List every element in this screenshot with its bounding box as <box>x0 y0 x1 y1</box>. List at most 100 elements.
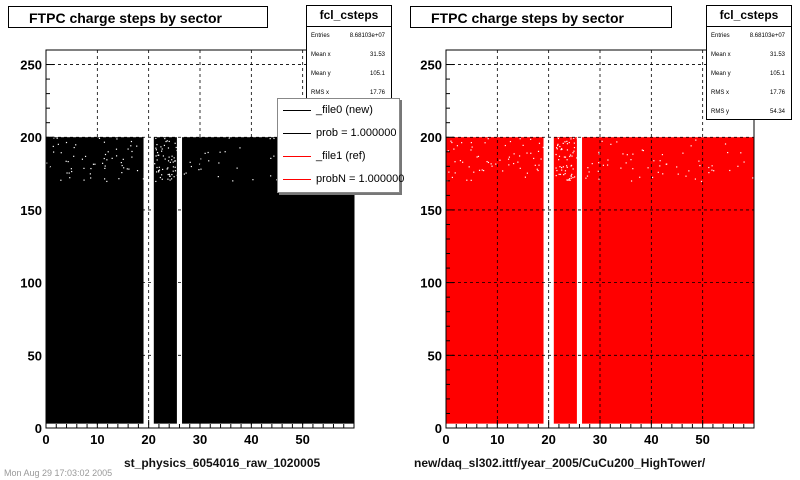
data-speckle <box>136 169 139 172</box>
data-speckle <box>557 143 559 145</box>
x-tick-label: 50 <box>295 432 309 447</box>
stats-row-mean-y: Mean y 105.1 <box>711 71 785 77</box>
data-speckle <box>662 173 664 175</box>
legend-entry: prob = 1.000000 <box>278 122 408 145</box>
data-speckle <box>601 140 603 142</box>
data-speckle <box>571 173 573 176</box>
data-speckle <box>160 146 162 148</box>
data-speckle <box>538 164 540 166</box>
data-speckle <box>162 155 164 157</box>
x-tick-label: 10 <box>490 432 504 447</box>
data-speckle <box>53 137 55 139</box>
data-speckle <box>695 139 697 141</box>
data-speckle <box>106 180 108 183</box>
data-speckle <box>616 141 618 143</box>
data-speckle <box>466 179 468 181</box>
data-speckle <box>65 141 68 144</box>
data-speckle <box>461 142 463 144</box>
data-speckle <box>104 178 106 180</box>
x-axis-caption: st_physics_6054016_raw_1020005 <box>124 456 321 470</box>
legend-entry: probN = 1.000000 <box>278 168 408 191</box>
data-speckle <box>561 166 563 169</box>
data-speckle <box>89 173 91 175</box>
data-speckle <box>530 138 532 140</box>
y-tick-label: 150 <box>420 203 442 218</box>
data-speckle <box>167 178 169 180</box>
data-speckle <box>126 168 128 170</box>
data-speckle <box>165 140 167 143</box>
data-speckle <box>115 155 118 157</box>
data-speckle <box>567 179 569 181</box>
data-speckle <box>502 170 504 172</box>
data-speckle <box>56 137 58 139</box>
data-speckle <box>564 172 566 175</box>
data-speckle <box>713 170 715 172</box>
data-speckle <box>92 163 95 165</box>
data-speckle <box>564 156 567 158</box>
data-speckle <box>569 154 572 156</box>
data-speckle <box>103 157 105 160</box>
x-tick-label: 30 <box>593 432 607 447</box>
data-speckle <box>602 164 605 166</box>
data-speckle <box>632 168 634 170</box>
data-speckle <box>568 178 571 180</box>
data-speckle <box>90 177 92 179</box>
data-speckle <box>273 137 275 140</box>
y-tick-label: 100 <box>20 276 42 291</box>
data-speckle <box>83 167 85 169</box>
x-tick-label: 20 <box>541 432 555 447</box>
data-speckle <box>158 171 160 173</box>
data-speckle <box>591 163 593 165</box>
data-speckle <box>49 166 51 168</box>
data-speckle <box>156 151 159 154</box>
data-speckle <box>740 152 742 154</box>
data-speckle <box>598 153 600 155</box>
data-speckle <box>161 174 163 176</box>
data-speckle <box>103 141 106 143</box>
data-speckle <box>542 146 544 149</box>
data-speckle <box>752 177 754 179</box>
stats-row-rms-x: RMS x 17.76 <box>311 90 385 96</box>
histogram-title: FTPC charge steps by sector <box>8 6 268 28</box>
data-speckle <box>661 154 664 156</box>
data-speckle <box>566 165 568 167</box>
data-speckle <box>155 149 158 151</box>
data-speckle <box>131 150 133 153</box>
data-speckle <box>121 172 123 174</box>
data-speckle <box>563 156 565 158</box>
data-speckle <box>270 175 272 177</box>
data-speckle <box>207 151 209 154</box>
y-tick-label: 0 <box>435 421 442 436</box>
data-band <box>46 137 144 424</box>
data-speckle <box>156 166 158 169</box>
x-tick-label: 0 <box>42 432 49 447</box>
y-tick-label: 250 <box>420 58 442 73</box>
data-speckle <box>470 179 472 181</box>
data-speckle <box>519 138 521 140</box>
data-speckle <box>559 145 561 148</box>
data-speckle <box>174 142 176 144</box>
data-speckle <box>561 169 563 171</box>
x-tick-label: 20 <box>141 432 155 447</box>
data-speckle <box>453 148 455 150</box>
data-speckle <box>57 143 59 145</box>
data-speckle <box>518 155 521 157</box>
data-speckle <box>481 169 483 171</box>
data-speckle <box>459 159 462 162</box>
data-speckle <box>198 163 201 165</box>
data-speckle <box>127 148 129 150</box>
stats-row-mean-x: Mean x 31.53 <box>711 52 785 58</box>
x-tick-label: 10 <box>90 432 104 447</box>
data-speckle <box>560 148 562 151</box>
data-speckle <box>588 171 590 173</box>
data-speckle <box>537 169 539 172</box>
data-speckle <box>571 155 573 157</box>
x-tick-label: 40 <box>644 432 658 447</box>
data-speckle <box>610 143 612 145</box>
data-speckle <box>174 166 176 168</box>
data-speckle <box>598 162 600 164</box>
data-speckle <box>273 155 275 157</box>
data-speckle <box>470 142 472 144</box>
data-speckle <box>65 160 67 162</box>
data-speckle <box>174 170 177 172</box>
